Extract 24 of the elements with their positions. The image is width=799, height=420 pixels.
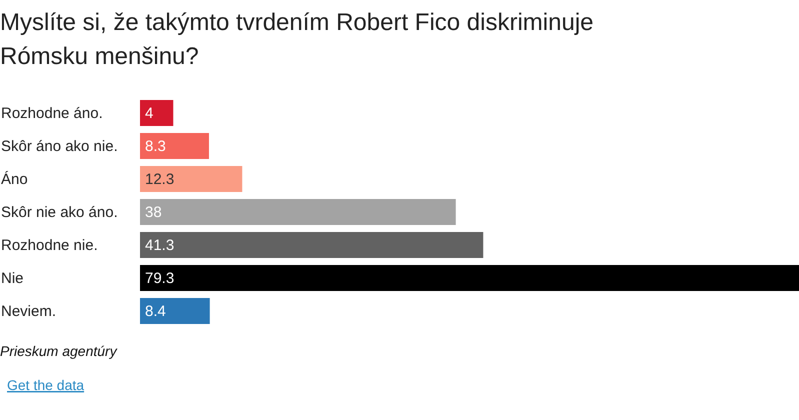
y-tick-label: Neviem. (1, 303, 56, 320)
bar (140, 166, 242, 192)
data-label: 79.3 (145, 270, 174, 287)
y-tick-label: Skôr áno ako nie. (1, 138, 118, 155)
bar (140, 232, 484, 258)
y-tick-label: Rozhodne nie. (1, 237, 98, 254)
data-label: 8.3 (145, 138, 166, 155)
data-label: 12.3 (145, 171, 174, 188)
y-tick-label: Nie (1, 270, 24, 287)
bar (140, 265, 799, 291)
bar (140, 133, 209, 159)
y-tick-label: Skôr nie ako áno. (1, 204, 118, 221)
y-tick-label: Rozhodne áno. (1, 105, 103, 122)
data-label: 38 (145, 204, 162, 221)
y-tick-label: Áno (1, 170, 28, 188)
data-label: 8.4 (145, 303, 166, 320)
data-label: 4 (145, 105, 154, 122)
bar (140, 199, 456, 225)
text: Get the data (7, 377, 84, 393)
bar (140, 100, 174, 126)
text: Prieskum agentúry (0, 343, 118, 359)
bar (140, 298, 210, 324)
data-label: 41.3 (145, 237, 174, 254)
chart-title: Myslíte si, že takýmto tvrdením Robert Fico diskriminuje Rómsku menšinu? (0, 9, 594, 70)
